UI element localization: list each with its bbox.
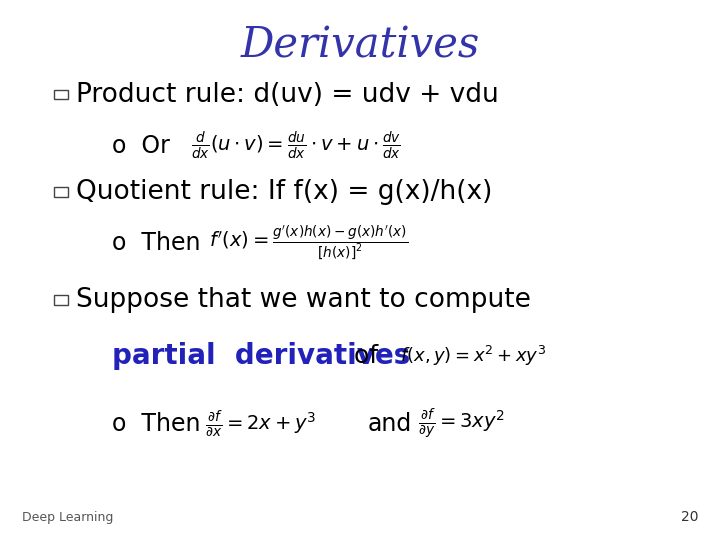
Text: o  Or: o Or: [112, 134, 169, 158]
Text: $\frac{d}{dx}(u \cdot v) = \frac{du}{dx} \cdot v + u \cdot \frac{dv}{dx}$: $\frac{d}{dx}(u \cdot v) = \frac{du}{dx}…: [191, 130, 401, 162]
Text: $f'(x) = \frac{g'(x)h(x) - g(x)h'(x)}{[h(x)]^2}$: $f'(x) = \frac{g'(x)h(x) - g(x)h'(x)}{[h…: [209, 224, 408, 262]
FancyBboxPatch shape: [54, 90, 68, 99]
Text: Deep Learning: Deep Learning: [22, 511, 113, 524]
FancyBboxPatch shape: [54, 187, 68, 197]
Text: $\frac{\partial f}{\partial x} = 2x + y^3$: $\frac{\partial f}{\partial x} = 2x + y^…: [205, 409, 317, 439]
Text: o  Then: o Then: [112, 412, 200, 436]
Text: $\frac{\partial f}{\partial y} = 3xy^2$: $\frac{\partial f}{\partial y} = 3xy^2$: [418, 407, 505, 441]
Text: partial  derivatives: partial derivatives: [112, 342, 410, 370]
Text: and: and: [367, 412, 411, 436]
Text: $f(x, y) = x^2 + xy^3$: $f(x, y) = x^2 + xy^3$: [400, 345, 546, 368]
Text: o  Then: o Then: [112, 231, 200, 255]
Text: of: of: [346, 345, 378, 368]
Text: Suppose that we want to compute: Suppose that we want to compute: [76, 287, 531, 313]
FancyBboxPatch shape: [54, 295, 68, 305]
Text: Derivatives: Derivatives: [240, 24, 480, 66]
Text: 20: 20: [681, 510, 698, 524]
Text: Quotient rule: If f(x) = g(x)/h(x): Quotient rule: If f(x) = g(x)/h(x): [76, 179, 492, 205]
Text: Product rule: d(uv) = udv + vdu: Product rule: d(uv) = udv + vdu: [76, 82, 498, 107]
